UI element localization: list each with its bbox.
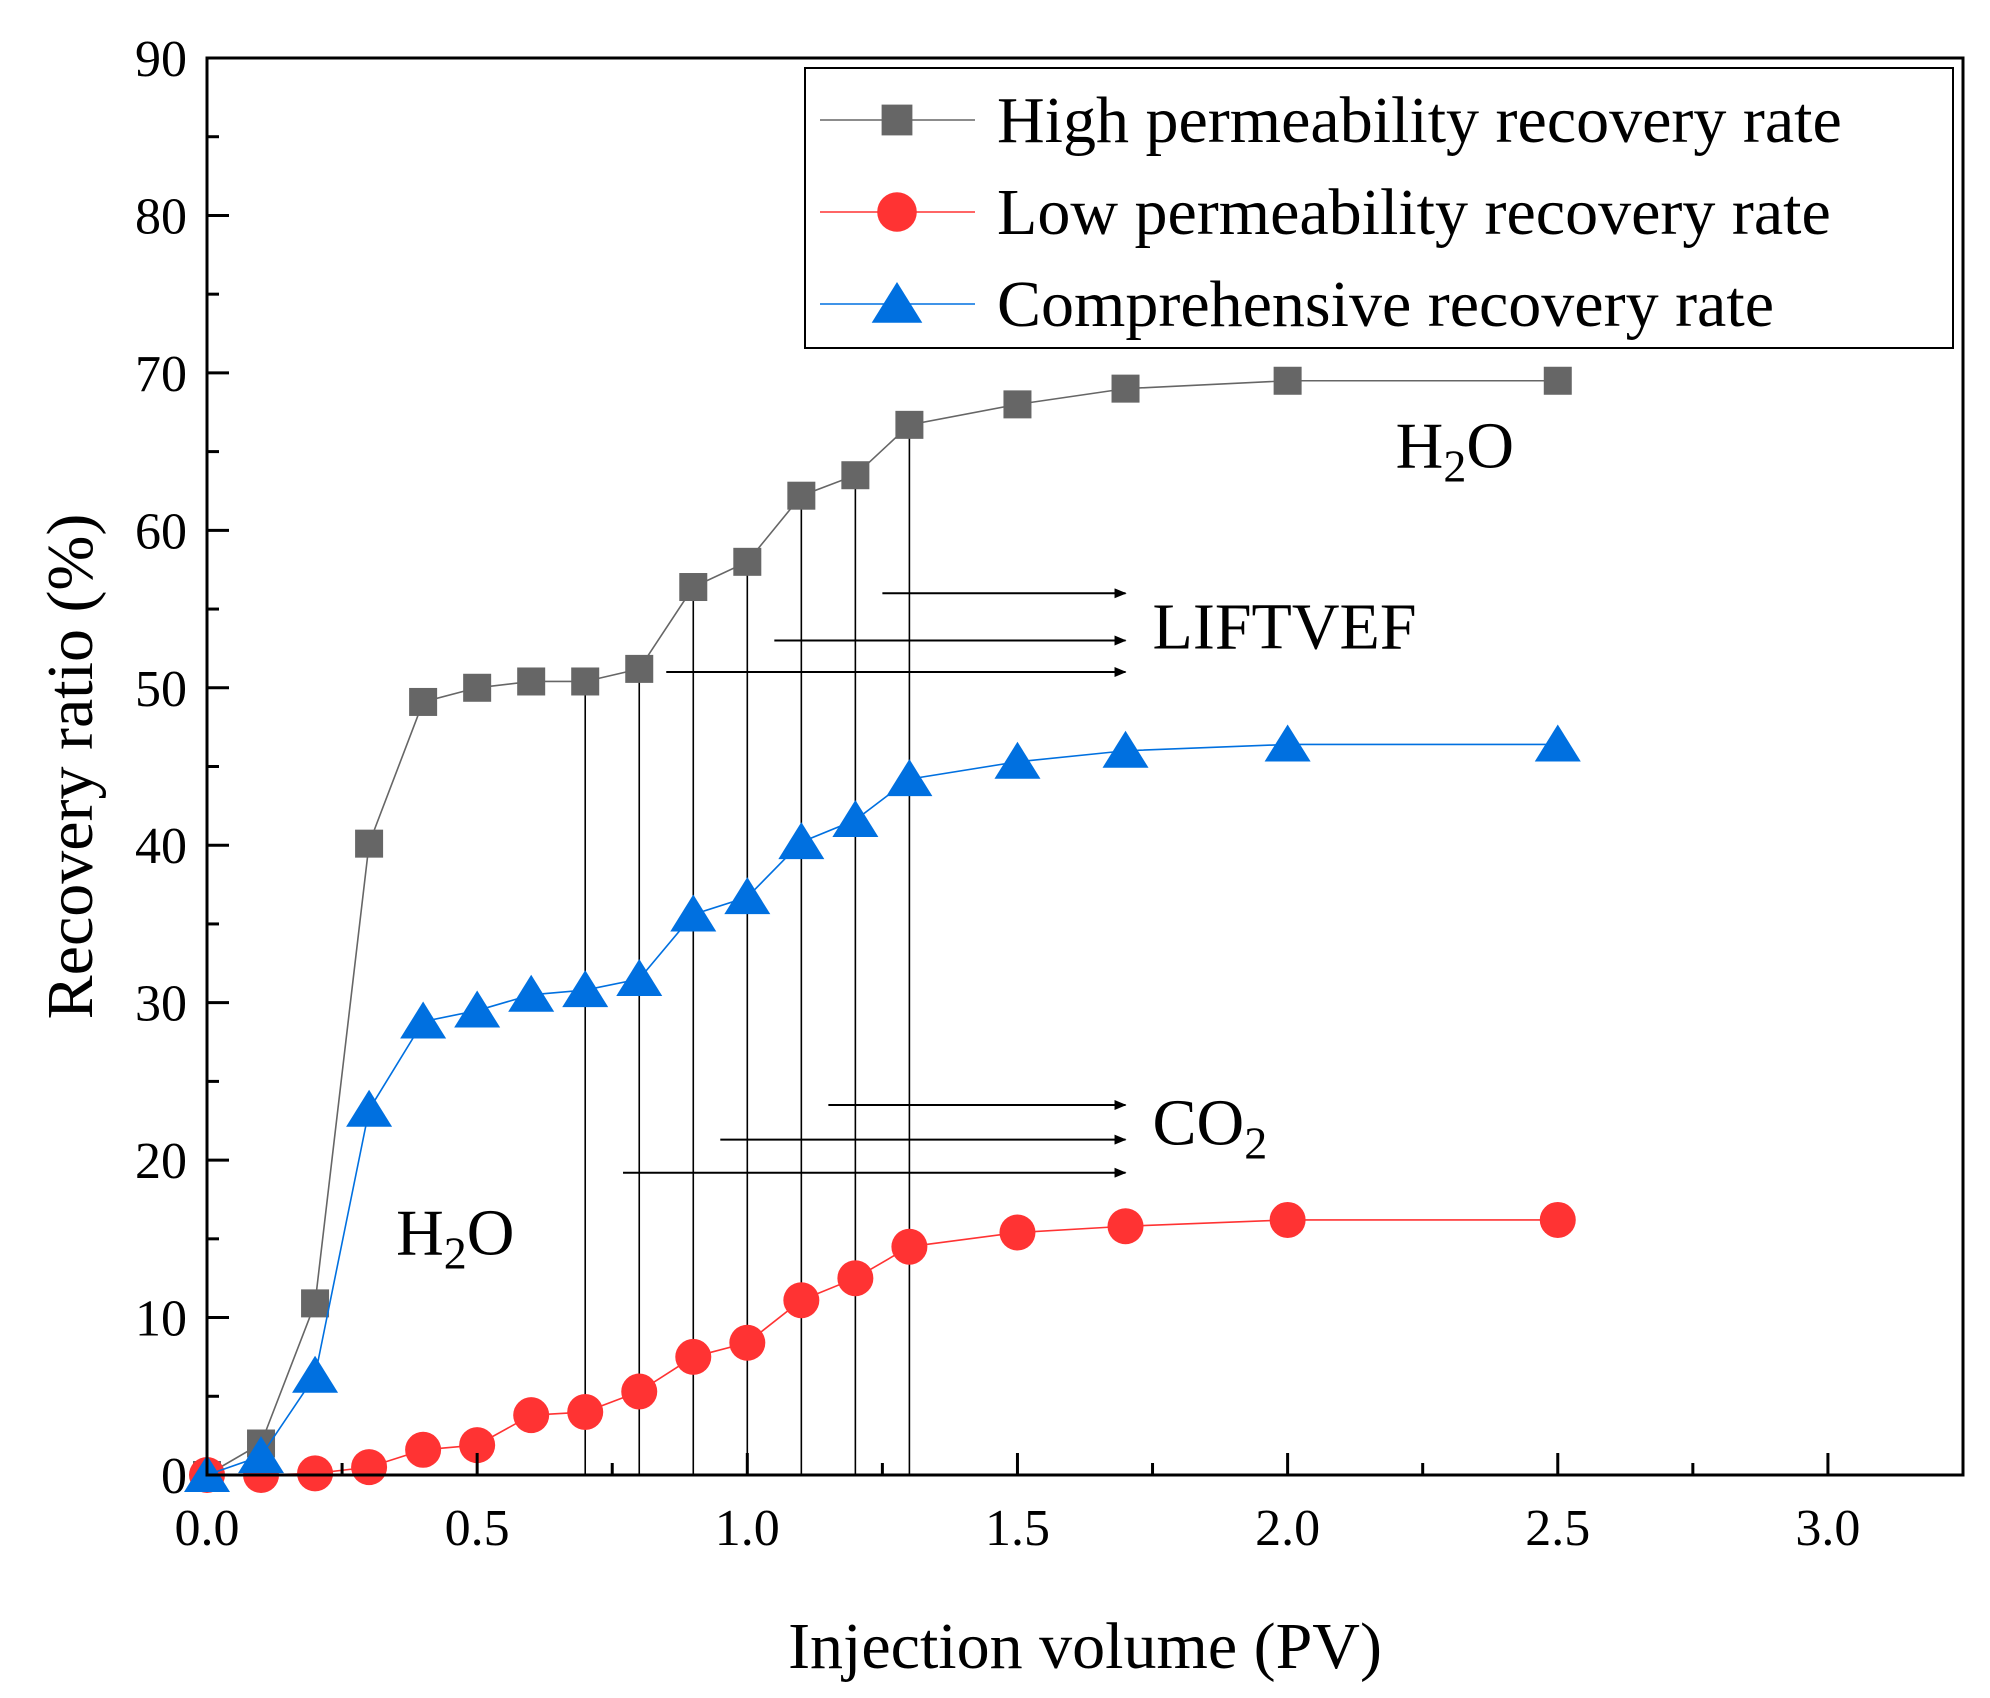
data-point (400, 1001, 447, 1039)
data-point (1264, 724, 1311, 762)
data-point (405, 1431, 442, 1468)
data-point (1543, 366, 1572, 395)
data-point (562, 970, 609, 1008)
y-tick-label: 90 (135, 31, 187, 88)
legend-marker (871, 282, 923, 323)
data-point (459, 1427, 496, 1464)
legend-box (804, 67, 1954, 349)
data-point (513, 1397, 550, 1434)
data-point (571, 667, 600, 696)
legend-marker (881, 104, 913, 136)
data-point (787, 481, 816, 510)
legend-item: Low permeability recovery rate (820, 176, 1831, 249)
x-tick-label: 0.5 (445, 1500, 510, 1557)
y-tick-label: 80 (135, 188, 187, 245)
data-point (1102, 730, 1149, 768)
y-tick-label: 20 (135, 1133, 187, 1190)
y-tick-label: 70 (135, 346, 187, 403)
x-tick-label: 1.5 (985, 1500, 1050, 1557)
y-tick-label: 0 (161, 1448, 187, 1505)
data-point (621, 1373, 658, 1410)
y-tick-label: 30 (135, 976, 187, 1033)
data-point (346, 1089, 393, 1127)
data-point (301, 1289, 330, 1318)
data-point (1003, 390, 1032, 419)
data-point (238, 1436, 285, 1474)
y-tick-label: 10 (135, 1291, 187, 1348)
data-point (778, 822, 825, 860)
data-point (297, 1455, 334, 1492)
data-point (508, 974, 555, 1012)
annotation-liftvef: LIFTVEF (1153, 590, 1417, 663)
x-tick-label: 2.0 (1255, 1500, 1320, 1557)
data-point (1111, 374, 1140, 403)
data-point (891, 1228, 928, 1265)
x-tick-label: 0.0 (175, 1500, 240, 1557)
data-point (1273, 366, 1302, 395)
axis-ticks: 0.0 0.5 1.0 1.5 2.0 2.5 3.0 0 10 20 30 40 50 60 70 80 90 (135, 31, 1860, 1557)
series-circle (189, 1201, 1576, 1493)
data-point (999, 1214, 1036, 1251)
data-point (841, 461, 870, 490)
legend-marker (877, 192, 917, 232)
y-axis-title: Recovery ratio (%) (34, 514, 107, 1020)
data-point (724, 877, 771, 915)
data-point (517, 667, 546, 696)
y-tick-label: 40 (135, 818, 187, 875)
data-point (616, 959, 663, 997)
data-point (675, 1338, 712, 1375)
y-tick-label: 50 (135, 661, 187, 718)
series-line (206, 379, 1558, 1476)
data-point (1534, 724, 1581, 762)
data-point (895, 410, 924, 439)
data-point (783, 1282, 820, 1319)
annotation-arrows (623, 588, 1127, 1178)
data-point (454, 990, 501, 1028)
data-point (837, 1260, 874, 1297)
data-point (733, 547, 762, 576)
data-point (351, 1449, 388, 1486)
series-square (193, 366, 1572, 1489)
data-point (994, 741, 1041, 779)
annotation-h2o-right: H2O (1396, 409, 1514, 491)
data-point (1107, 1208, 1144, 1245)
x-tick-label: 1.0 (715, 1500, 780, 1557)
x-tick-label: 2.5 (1525, 1500, 1590, 1557)
data-point (355, 829, 384, 858)
series-layer (184, 366, 1581, 1493)
legend: High permeability recovery rate Low perme… (804, 67, 1954, 349)
data-point (463, 673, 492, 702)
legend-label: Low permeability recovery rate (997, 176, 1831, 249)
legend-label: High permeability recovery rate (997, 84, 1842, 157)
y-tick-label: 60 (135, 503, 187, 560)
data-point (409, 687, 438, 716)
data-point (292, 1355, 339, 1393)
x-tick-label: 3.0 (1795, 1500, 1860, 1557)
x-axis-title: Injection volume (PV) (788, 1610, 1382, 1683)
data-point (1269, 1201, 1306, 1238)
data-point (1539, 1201, 1576, 1238)
data-point (567, 1394, 604, 1431)
vertical-reference-lines (584, 424, 911, 1475)
data-point (886, 759, 933, 797)
series-line (206, 743, 1558, 1476)
data-point (670, 894, 717, 932)
annotation-co2: CO2 (1153, 1086, 1268, 1168)
data-point (832, 800, 879, 838)
legend-item: Comprehensive recovery rate (820, 268, 1774, 341)
annotation-h2o-left: H2O (396, 1197, 514, 1279)
legend-label: Comprehensive recovery rate (997, 268, 1774, 341)
data-point (729, 1324, 766, 1361)
series-triangle (184, 724, 1581, 1492)
data-point (679, 573, 708, 602)
legend-item: High permeability recovery rate (820, 84, 1842, 157)
data-point (625, 654, 654, 683)
